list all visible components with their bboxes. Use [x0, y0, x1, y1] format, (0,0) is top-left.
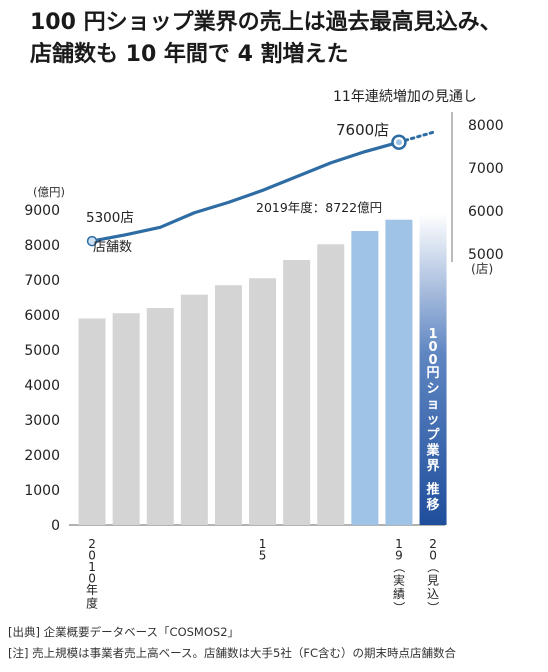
bar	[283, 260, 311, 525]
x-tick-label-char: 2	[88, 537, 96, 551]
left-tick-label: 9000	[24, 203, 60, 219]
left-axis-unit: (億円)	[33, 185, 65, 199]
left-tick-label: 3000	[24, 413, 60, 429]
x-tick-label-char: ）	[426, 601, 440, 613]
line-start-label: 5300店	[86, 210, 134, 226]
chart-title-line-2: 店舗数も 10 年間で 4 割増えた	[30, 42, 349, 67]
forecast-label-char: 推	[427, 482, 440, 498]
left-tick-label: 4000	[24, 378, 60, 394]
forecast-label-char: 0	[429, 340, 438, 355]
x-tick-label-char: 年	[86, 583, 98, 597]
bar	[214, 285, 242, 525]
x-tick-label-char: 見	[427, 574, 439, 588]
source-note: [出典] 企業概要データベース「COSMOS2」	[8, 625, 240, 639]
left-tick-label: 0	[51, 518, 60, 534]
x-tick-label-char: 1	[395, 537, 403, 551]
x-tick-label-char: 0	[429, 549, 437, 563]
bar	[112, 313, 140, 525]
x-tick-label-char: （	[426, 561, 440, 573]
line-header: 11年連続増加の見通し	[333, 88, 477, 105]
forecast-label-char: 1	[429, 327, 438, 342]
forecast-label-char: 業	[426, 443, 441, 459]
left-tick-label: 7000	[24, 273, 60, 289]
forecast-bar	[419, 213, 447, 525]
forecast-label-char: 0	[429, 353, 438, 368]
x-tick-label-char: 績	[393, 587, 405, 601]
left-tick-label: 2000	[24, 448, 60, 464]
x-tick-label-char: 5	[259, 549, 267, 563]
right-tick-label: 6000	[468, 204, 504, 220]
right-axis-unit: (店)	[471, 261, 493, 276]
x-tick-label-char: 1	[259, 537, 267, 551]
left-tick-label: 6000	[24, 308, 60, 324]
x-tick-label-char: （	[392, 561, 406, 573]
left-tick-label: 1000	[24, 483, 60, 499]
right-tick-label: 5000	[468, 247, 504, 263]
bar	[385, 219, 413, 526]
forecast-label-char: ッ	[427, 413, 440, 428]
bar	[146, 308, 174, 525]
x-tick-label-char: 実	[393, 573, 405, 588]
forecast-label-char: 界	[427, 458, 440, 474]
x-tick-label-char: ）	[392, 601, 406, 613]
x-tick-label-char: 1	[88, 560, 96, 574]
x-tick-label-char: 度	[86, 596, 98, 611]
store-count-line	[91, 140, 400, 243]
x-tick-label-char: 2	[429, 537, 437, 551]
x-tick-label-char: 0	[88, 549, 96, 563]
bar	[249, 278, 277, 525]
bar-callout-label: 2019年度：8722億円	[256, 200, 382, 215]
left-tick-label: 8000	[24, 238, 60, 254]
bar	[317, 244, 345, 526]
forecast-label-char: ョ	[427, 397, 440, 412]
forecast-label-char: 移	[427, 497, 440, 513]
footnote: [注] 売上規模は事業者売上高ベース。店舗数は大手5社（FC含む）の期末時点店舗…	[8, 646, 457, 660]
line-end-label: 7600店	[336, 121, 389, 139]
forecast-label-char: プ	[427, 428, 441, 443]
x-tick-label-char: 込	[427, 587, 439, 601]
chart-title-line-1: 100 円ショップ業界の売上は過去最高見込み、	[30, 10, 502, 35]
bar	[351, 231, 379, 525]
right-tick-label: 7000	[468, 161, 504, 177]
line-start-sublabel: 店舗数	[93, 240, 132, 255]
bar	[180, 294, 208, 525]
left-tick-label: 5000	[24, 343, 60, 359]
right-tick-label: 8000	[468, 118, 504, 134]
bar	[78, 318, 106, 525]
line-start-point	[86, 235, 98, 247]
forecast-label-char: 円	[427, 366, 440, 381]
x-tick-label-char: 0	[88, 572, 96, 586]
forecast-label-char: シ	[427, 382, 440, 397]
x-tick-label-char: 9	[395, 549, 403, 563]
line-end-point-inner	[395, 139, 402, 146]
